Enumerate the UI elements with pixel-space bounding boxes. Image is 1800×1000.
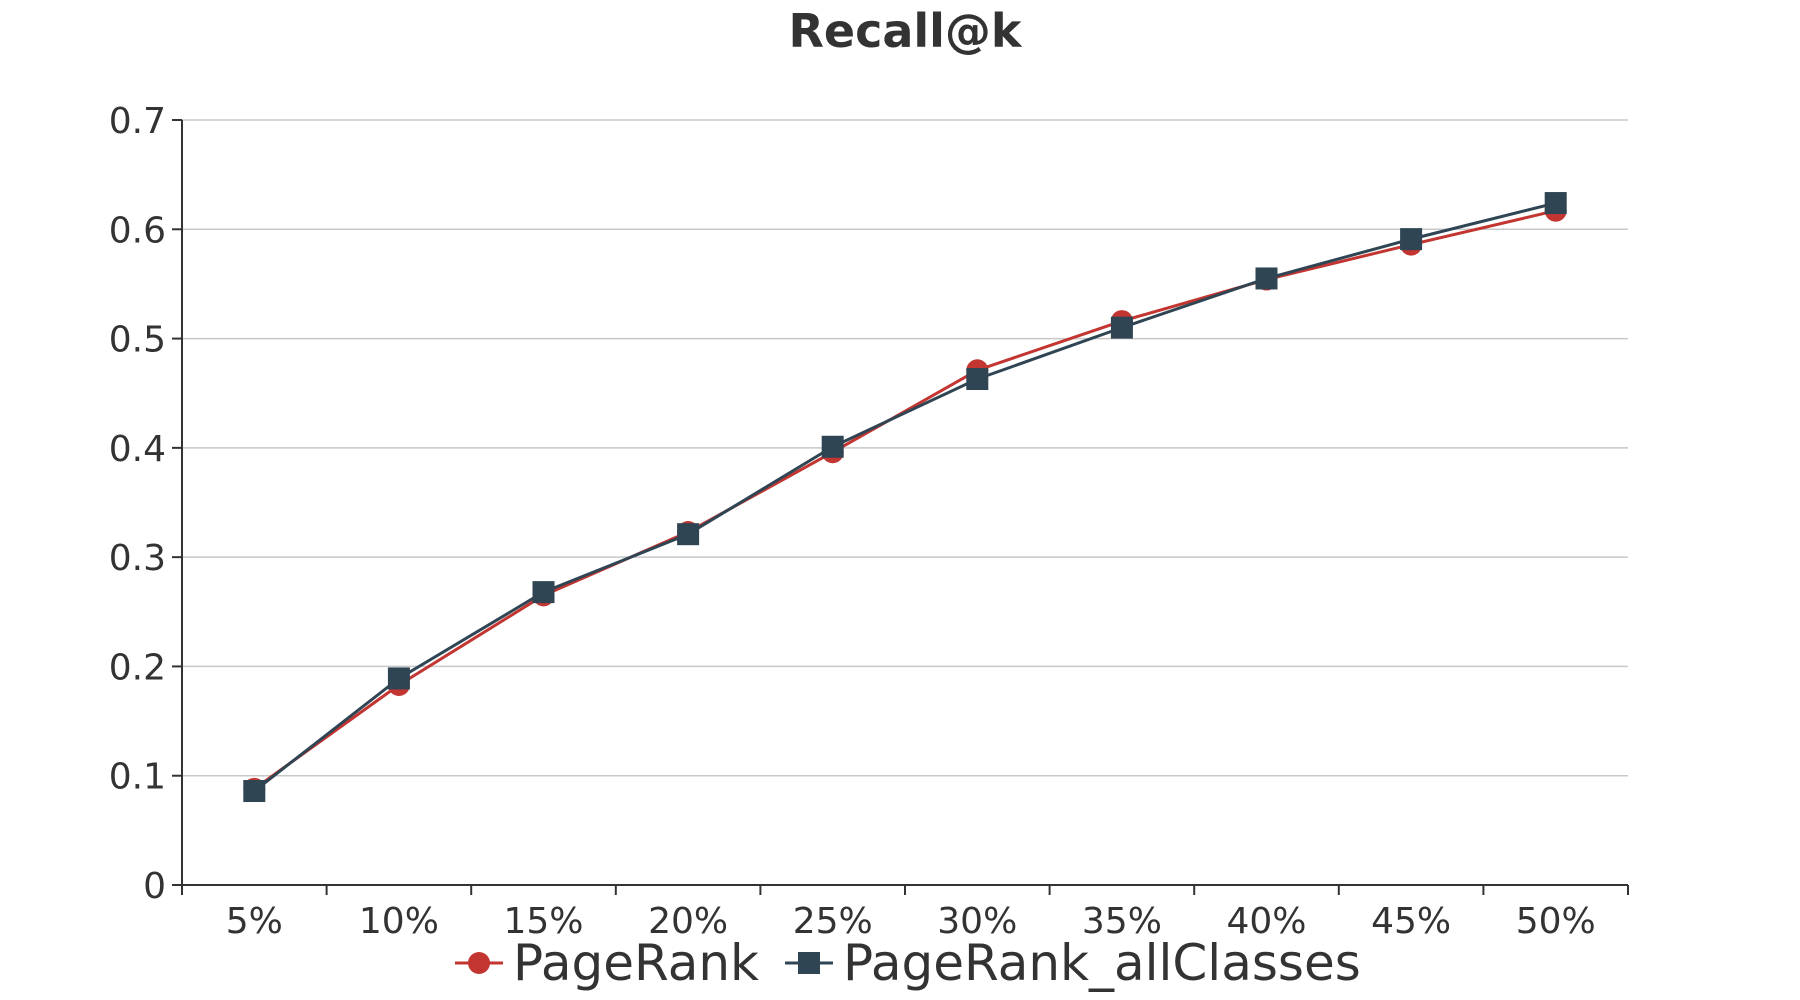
grid-lines bbox=[182, 119, 1628, 777]
y-tick-label: 0 bbox=[143, 866, 166, 907]
y-tick-label: 0.6 bbox=[109, 210, 166, 251]
x-tick-label: 45% bbox=[1371, 901, 1451, 942]
y-tick-label: 0.2 bbox=[109, 647, 166, 688]
y-tick-label: 0.4 bbox=[109, 429, 166, 470]
x-tick-label: 30% bbox=[937, 901, 1017, 942]
data-point bbox=[1110, 316, 1133, 339]
data-point bbox=[387, 667, 410, 690]
data-point bbox=[532, 581, 555, 604]
data-point bbox=[1400, 228, 1423, 251]
data-point bbox=[821, 435, 844, 458]
series-PageRank bbox=[243, 199, 1567, 800]
x-tick-label: 5% bbox=[226, 901, 283, 942]
series-PageRank_allClasses bbox=[243, 192, 1567, 803]
legend[interactable]: PageRank PageRank_allClasses bbox=[455, 934, 1361, 992]
chart-title: Recall@k bbox=[788, 4, 1022, 58]
y-tick-label: 0.3 bbox=[109, 538, 166, 579]
legend-label: PageRank_allClasses bbox=[843, 934, 1361, 992]
axes bbox=[172, 119, 1629, 895]
y-tick-label: 0.7 bbox=[109, 101, 166, 142]
data-point bbox=[966, 368, 989, 391]
series-line bbox=[253, 201, 1557, 793]
y-tick-label: 0.1 bbox=[109, 757, 166, 798]
series-line bbox=[253, 209, 1557, 791]
y-tick-labels: 0 0.1 0.2 0.3 0.4 0.5 0.6 0.7 bbox=[109, 101, 166, 907]
x-tick-label: 50% bbox=[1516, 901, 1596, 942]
series-layer bbox=[243, 192, 1567, 803]
x-tick-labels: 5% 10% 15% 20% 25% 30% 35% 40% 45% 50% bbox=[226, 901, 1596, 942]
legend-item-PageRank[interactable]: PageRank bbox=[455, 934, 759, 992]
x-tick-label: 10% bbox=[359, 901, 439, 942]
x-tick-label: 20% bbox=[648, 901, 728, 942]
x-tick-label: 15% bbox=[503, 901, 583, 942]
data-point bbox=[677, 523, 700, 546]
data-point bbox=[243, 780, 266, 803]
legend-label: PageRank bbox=[513, 934, 759, 992]
x-tick-label: 25% bbox=[793, 901, 873, 942]
data-point bbox=[1255, 267, 1278, 290]
legend-marker bbox=[468, 952, 490, 974]
y-tick-label: 0.5 bbox=[109, 320, 166, 361]
legend-marker bbox=[798, 952, 820, 974]
legend-item-PageRank_allClasses[interactable]: PageRank_allClasses bbox=[785, 934, 1361, 992]
x-tick-label: 35% bbox=[1082, 901, 1162, 942]
x-tick-label: 40% bbox=[1226, 901, 1306, 942]
data-point bbox=[1544, 192, 1567, 215]
